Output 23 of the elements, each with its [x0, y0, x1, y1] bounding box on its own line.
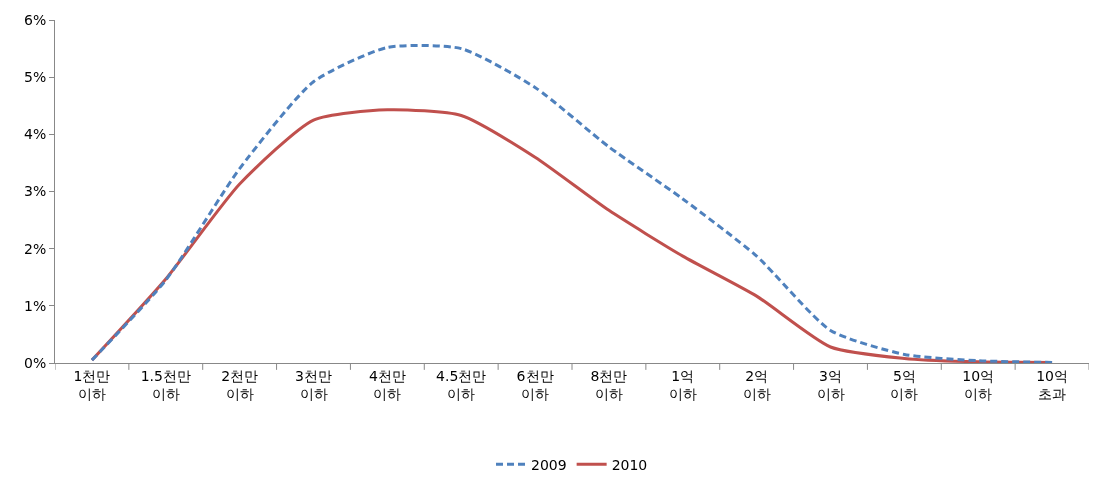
y-tick-label: 3%	[23, 183, 47, 200]
legend-label: 2009	[531, 456, 567, 473]
y-tick-label: 6%	[23, 11, 47, 28]
x-tick-label: 1천만 이하	[73, 367, 111, 402]
x-tick-label: 10억 이하	[962, 367, 995, 402]
y-tick-label: 1%	[23, 297, 47, 314]
x-tick-label: 3천만 이하	[295, 367, 332, 402]
x-tick-label: 4천만 이하	[368, 367, 406, 402]
x-tick-label: 6천만 이하	[516, 367, 554, 402]
x-tick-label: 10억 초과	[1036, 367, 1068, 402]
x-tick-label: 2억 이하	[742, 367, 771, 402]
x-tick-label: 1억 이하	[668, 367, 697, 402]
y-tick-label: 4%	[23, 126, 47, 143]
x-tick-label: 3억 이하	[816, 367, 845, 402]
x-tick-label: 4.5천만 이하	[436, 367, 487, 402]
legend-label: 2010	[611, 456, 648, 473]
y-tick-label: 2%	[23, 240, 47, 257]
y-tick-label: 5%	[23, 69, 47, 86]
x-tick-label: 8천만 이하	[590, 367, 628, 402]
x-tick-label: 1.5천만 이하	[140, 367, 191, 402]
x-tick-label: 5억 이하	[890, 367, 919, 402]
y-tick-label: 0%	[23, 354, 47, 371]
x-tick-label: 2천만 이하	[221, 367, 259, 402]
